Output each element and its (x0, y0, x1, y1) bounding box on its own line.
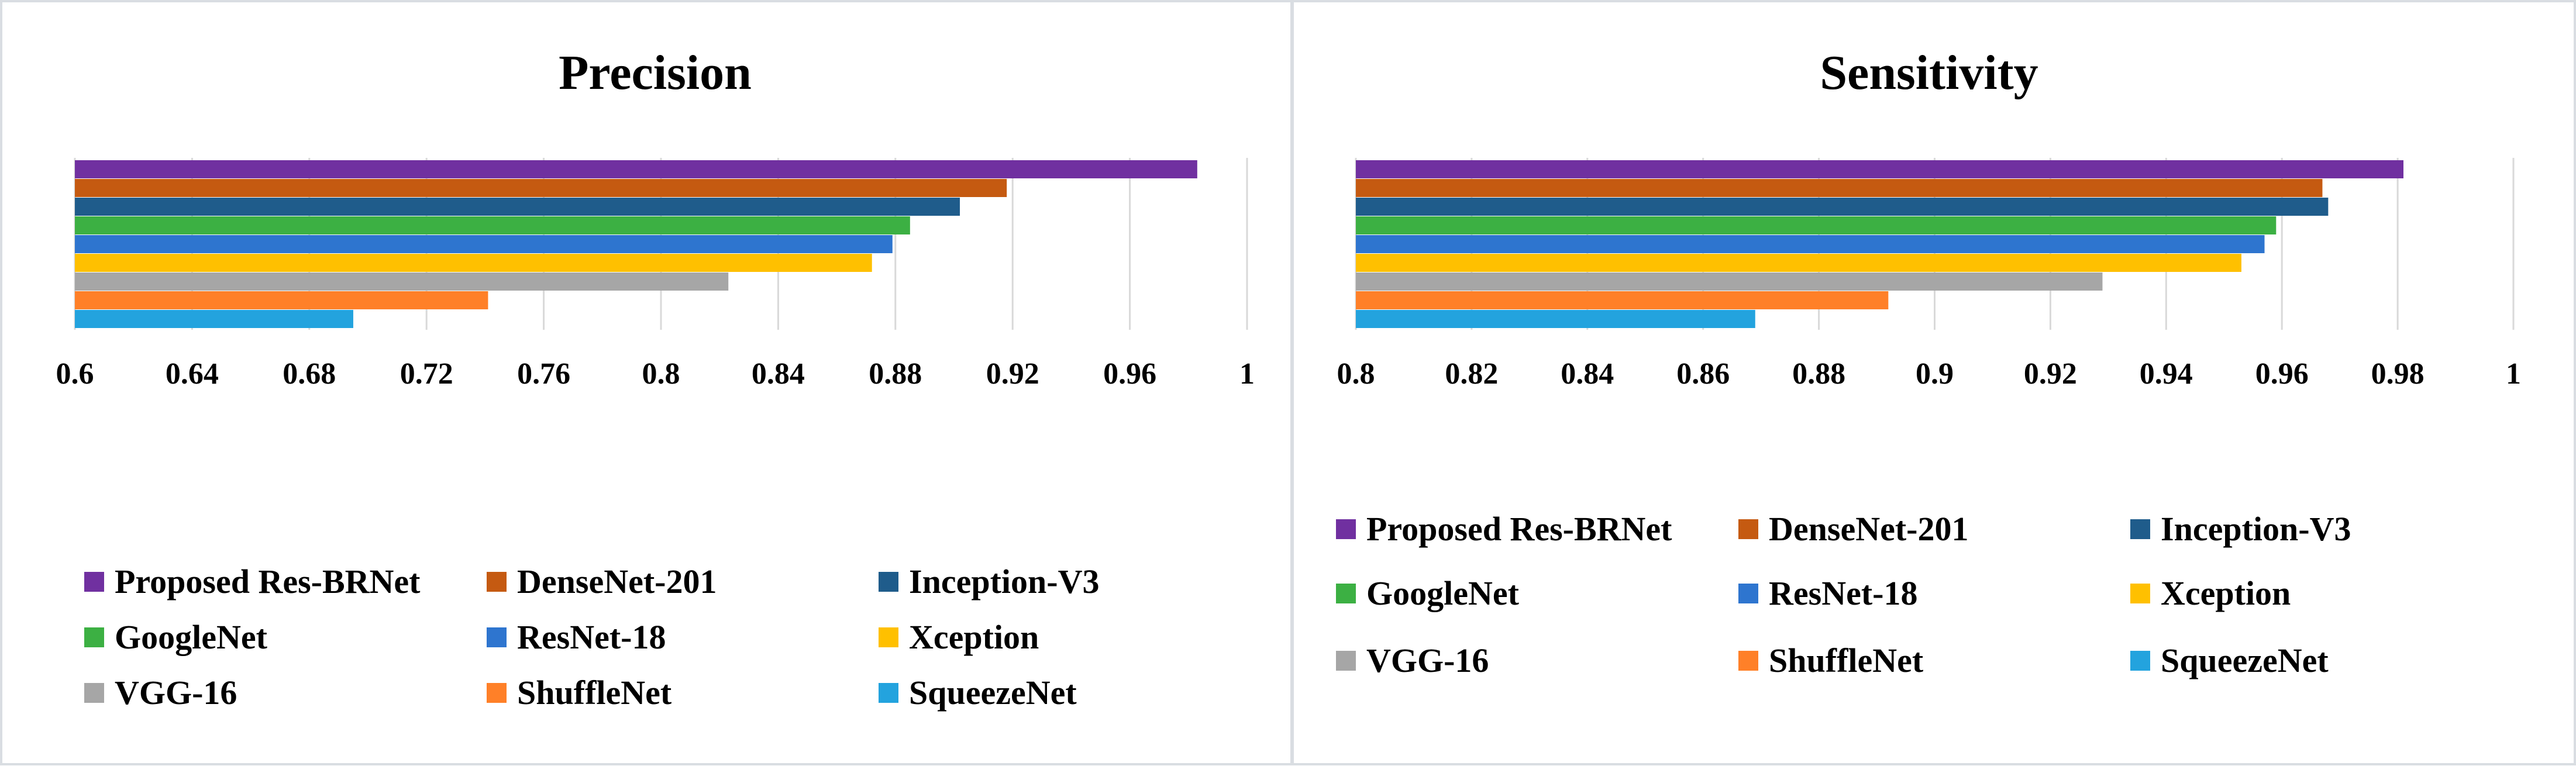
precision-tick-label: 0.84 (752, 357, 805, 391)
sensitivity-legend-label: Xception (2161, 574, 2291, 612)
precision-bar-squeezenet (75, 310, 353, 328)
sensitivity-tick-label: 0.96 (2255, 357, 2309, 391)
sensitivity-tick-label: 0.92 (2024, 357, 2077, 391)
precision-chart-title: Precision (559, 46, 752, 100)
precision-tick-label: 0.96 (1103, 357, 1156, 391)
sensitivity-tick-label: 0.86 (1676, 357, 1730, 391)
sensitivity-legend-label: VGG-16 (1366, 641, 1489, 679)
precision-bar-resnet-18 (75, 235, 893, 253)
sensitivity-legend-label: DenseNet-201 (1769, 510, 1968, 548)
sensitivity-legend-swatch (1738, 651, 1758, 671)
sensitivity-bar-inception-v3 (1356, 198, 2329, 216)
precision-legend-swatch (84, 627, 104, 647)
precision-legend-swatch (487, 683, 507, 703)
precision-legend-swatch (879, 572, 898, 592)
sensitivity-legend-label: GoogleNet (1366, 574, 1520, 612)
sensitivity-legend-label: Inception-V3 (2161, 510, 2351, 548)
precision-bar-shufflenet (75, 291, 488, 309)
sensitivity-tick-label: 1 (2506, 357, 2521, 391)
precision-tick-label: 0.6 (56, 357, 94, 391)
precision-tick-label: 0.64 (166, 357, 219, 391)
precision-bar-densenet-201 (75, 179, 1007, 197)
sensitivity-tick-label: 0.98 (2371, 357, 2425, 391)
precision-bar-inception-v3 (75, 198, 960, 216)
sensitivity-bar-squeezenet (1356, 310, 1755, 328)
sensitivity-bar-googlenet (1356, 216, 2277, 234)
sensitivity-chart-panel: Sensitivity 0.8 0.82 0.84 0.86 0.88 0.9 0.92 0.9… (1292, 0, 2576, 765)
sensitivity-tick-label: 0.94 (2140, 357, 2193, 391)
sensitivity-chart: Sensitivity 0.8 0.82 0.84 0.86 0.88 0.9 0.92 0.9… (1336, 46, 2521, 679)
precision-tick-label: 1 (1239, 357, 1255, 391)
precision-legend-label: SqueezeNet (909, 674, 1077, 712)
precision-legend-label: DenseNet-201 (517, 563, 717, 601)
precision-legend-swatch (84, 683, 104, 703)
precision-tick-label: 0.8 (642, 357, 680, 391)
precision-legend-label: ShuffleNet (517, 674, 672, 712)
precision-tick-label: 0.92 (986, 357, 1039, 391)
sensitivity-legend-label: ShuffleNet (1769, 641, 1924, 679)
sensitivity-tick-label: 0.9 (1916, 357, 1954, 391)
precision-legend-swatch (84, 572, 104, 592)
sensitivity-legend-swatch (1738, 584, 1758, 603)
precision-legend-label: GoogleNet (115, 618, 268, 656)
precision-chart: Precision 0.6 0.64 0.68 0.72 0.76 0.8 0.84 0.88 0… (56, 46, 1255, 712)
precision-tick-label: 0.76 (517, 357, 570, 391)
precision-legend-swatch (487, 627, 507, 647)
sensitivity-legend-label: ResNet-18 (1769, 574, 1917, 612)
precision-tick-label: 0.68 (283, 357, 336, 391)
sensitivity-bar-xception (1356, 254, 2241, 272)
sensitivity-legend-swatch (2130, 651, 2150, 671)
sensitivity-bar-proposed-res-brnet (1356, 160, 2403, 178)
precision-legend-label: Xception (909, 618, 1039, 656)
precision-bar-proposed-res-brnet (75, 160, 1197, 178)
precision-bar-xception (75, 254, 872, 272)
sensitivity-legend-swatch (1336, 651, 1356, 671)
precision-legend-swatch (487, 572, 507, 592)
sensitivity-legend-swatch (2130, 519, 2150, 539)
precision-bar-vgg-16 (75, 272, 729, 291)
sensitivity-bar-vgg-16 (1356, 272, 2103, 291)
precision-legend-swatch (879, 627, 898, 647)
precision-legend-label: Inception-V3 (909, 563, 1099, 601)
precision-bar-googlenet (75, 216, 910, 234)
sensitivity-bar-shufflenet (1356, 291, 1889, 309)
precision-tick-label: 0.72 (400, 357, 453, 391)
sensitivity-tick-label: 0.88 (1792, 357, 1845, 391)
sensitivity-tick-label: 0.84 (1561, 357, 1614, 391)
sensitivity-legend-swatch (1738, 519, 1758, 539)
precision-legend-label: ResNet-18 (517, 618, 666, 656)
sensitivity-legend-label: SqueezeNet (2161, 641, 2329, 679)
sensitivity-tick-label: 0.82 (1445, 357, 1498, 391)
precision-chart-panel: Precision 0.6 0.64 0.68 0.72 0.76 0.8 0.84 0.88 0… (0, 0, 1293, 765)
sensitivity-bar-resnet-18 (1356, 235, 2265, 253)
precision-legend-label: Proposed Res-BRNet (115, 563, 421, 601)
sensitivity-bar-densenet-201 (1356, 179, 2323, 197)
sensitivity-tick-label: 0.8 (1337, 357, 1375, 391)
sensitivity-chart-title: Sensitivity (1820, 46, 2038, 100)
sensitivity-legend-swatch (1336, 584, 1356, 603)
precision-legend-label: VGG-16 (115, 674, 237, 712)
sensitivity-legend-label: Proposed Res-BRNet (1366, 510, 1672, 548)
sensitivity-legend-swatch (1336, 519, 1356, 539)
precision-legend-swatch (879, 683, 898, 703)
precision-tick-label: 0.88 (869, 357, 922, 391)
sensitivity-legend-swatch (2130, 584, 2150, 603)
